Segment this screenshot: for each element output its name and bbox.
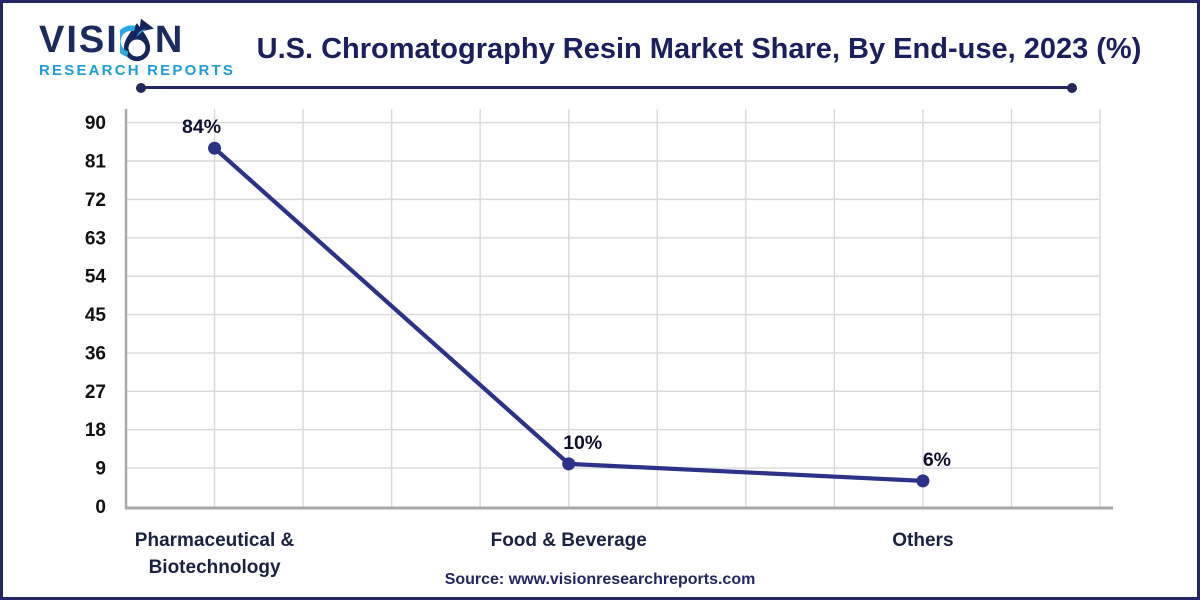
logo-wordmark: VISI N [39,11,235,62]
chart: 0 9 18 27 36 45 54 63 72 81 90 84% 10% 6% Pharmaceutic… [85,109,1113,578]
data-label: 6% [923,449,951,471]
y-tick-label: 72 [85,190,106,211]
divider-dot-icon [136,82,146,93]
divider-dot-icon [1067,82,1077,93]
y-tick-label: 81 [85,151,107,172]
logo-subtitle: RESEARCH REPORTS [39,62,236,79]
data-point [562,457,576,471]
logo-word-start: VISI [39,19,119,61]
x-category-label: Pharmaceutical & [135,530,295,551]
y-tick-label: 18 [85,420,106,441]
data-label: 84% [182,116,221,138]
data-point [916,474,930,488]
source-text: Source: www.visionresearchreports.com [444,571,756,588]
y-tick-label: 63 [85,228,106,249]
x-category-label: Food & Beverage [491,530,647,551]
y-tick-label: 36 [85,343,106,364]
data-label: 10% [563,432,602,454]
logo: VISI N RESEARCH REPORTS [39,11,235,78]
data-point [208,141,222,155]
page-title: U.S. Chromatography Resin Market Share, … [256,33,1142,65]
y-tick-label: 54 [85,267,107,288]
y-tick-label: 90 [85,113,106,134]
y-tick-label: 27 [85,382,106,403]
x-category-label: Biotechnology [149,557,281,578]
y-tick-label: 0 [95,497,106,518]
y-tick-label: 45 [85,305,107,326]
y-tick-label: 9 [95,459,106,480]
header-divider [136,82,1077,93]
logo-word-end: N [154,19,185,61]
x-category-label: Others [892,530,953,551]
